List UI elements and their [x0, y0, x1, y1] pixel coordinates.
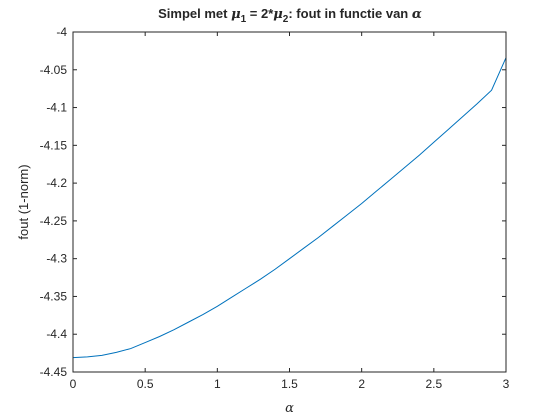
y-tick-label: -4.25 — [40, 214, 68, 228]
chart-title: Simpel met μ1 = 2*μ2: fout in functie va… — [158, 6, 422, 25]
x-tick-label: 1.5 — [281, 377, 298, 391]
plot-area — [73, 32, 506, 372]
y-tick-label: -4.4 — [46, 327, 67, 341]
y-tick-label: -4.45 — [40, 365, 68, 379]
x-tick-label: 0.5 — [137, 377, 154, 391]
x-axis-label: α — [285, 401, 294, 416]
x-tick-label: 2.5 — [425, 377, 442, 391]
x-tick-label: 2 — [358, 377, 365, 391]
y-tick-label: -4.2 — [46, 176, 67, 190]
series-line-0 — [72, 57, 507, 359]
y-tick-label: -4.3 — [46, 252, 67, 266]
y-axis-ticks: -4.45 -4.4 -4.35 -4.3 -4.25 -4.2 -4.15 -4.1 -4.0… — [40, 25, 506, 379]
y-axis-label: fout (1-norm) — [16, 164, 31, 239]
y-tick-label: -4.05 — [40, 63, 68, 77]
x-tick-label: 3 — [503, 377, 510, 391]
y-tick-label: -4 — [56, 25, 67, 39]
y-tick-label: -4.15 — [40, 138, 68, 152]
y-tick-label: -4.35 — [40, 289, 68, 303]
series-layer — [72, 57, 507, 359]
x-tick-label: 1 — [214, 377, 221, 391]
x-axis-ticks: 0 0.5 1 1.5 2 2.5 3 — [70, 32, 510, 391]
x-tick-label: 0 — [70, 377, 77, 391]
y-tick-label: -4.1 — [46, 101, 67, 115]
